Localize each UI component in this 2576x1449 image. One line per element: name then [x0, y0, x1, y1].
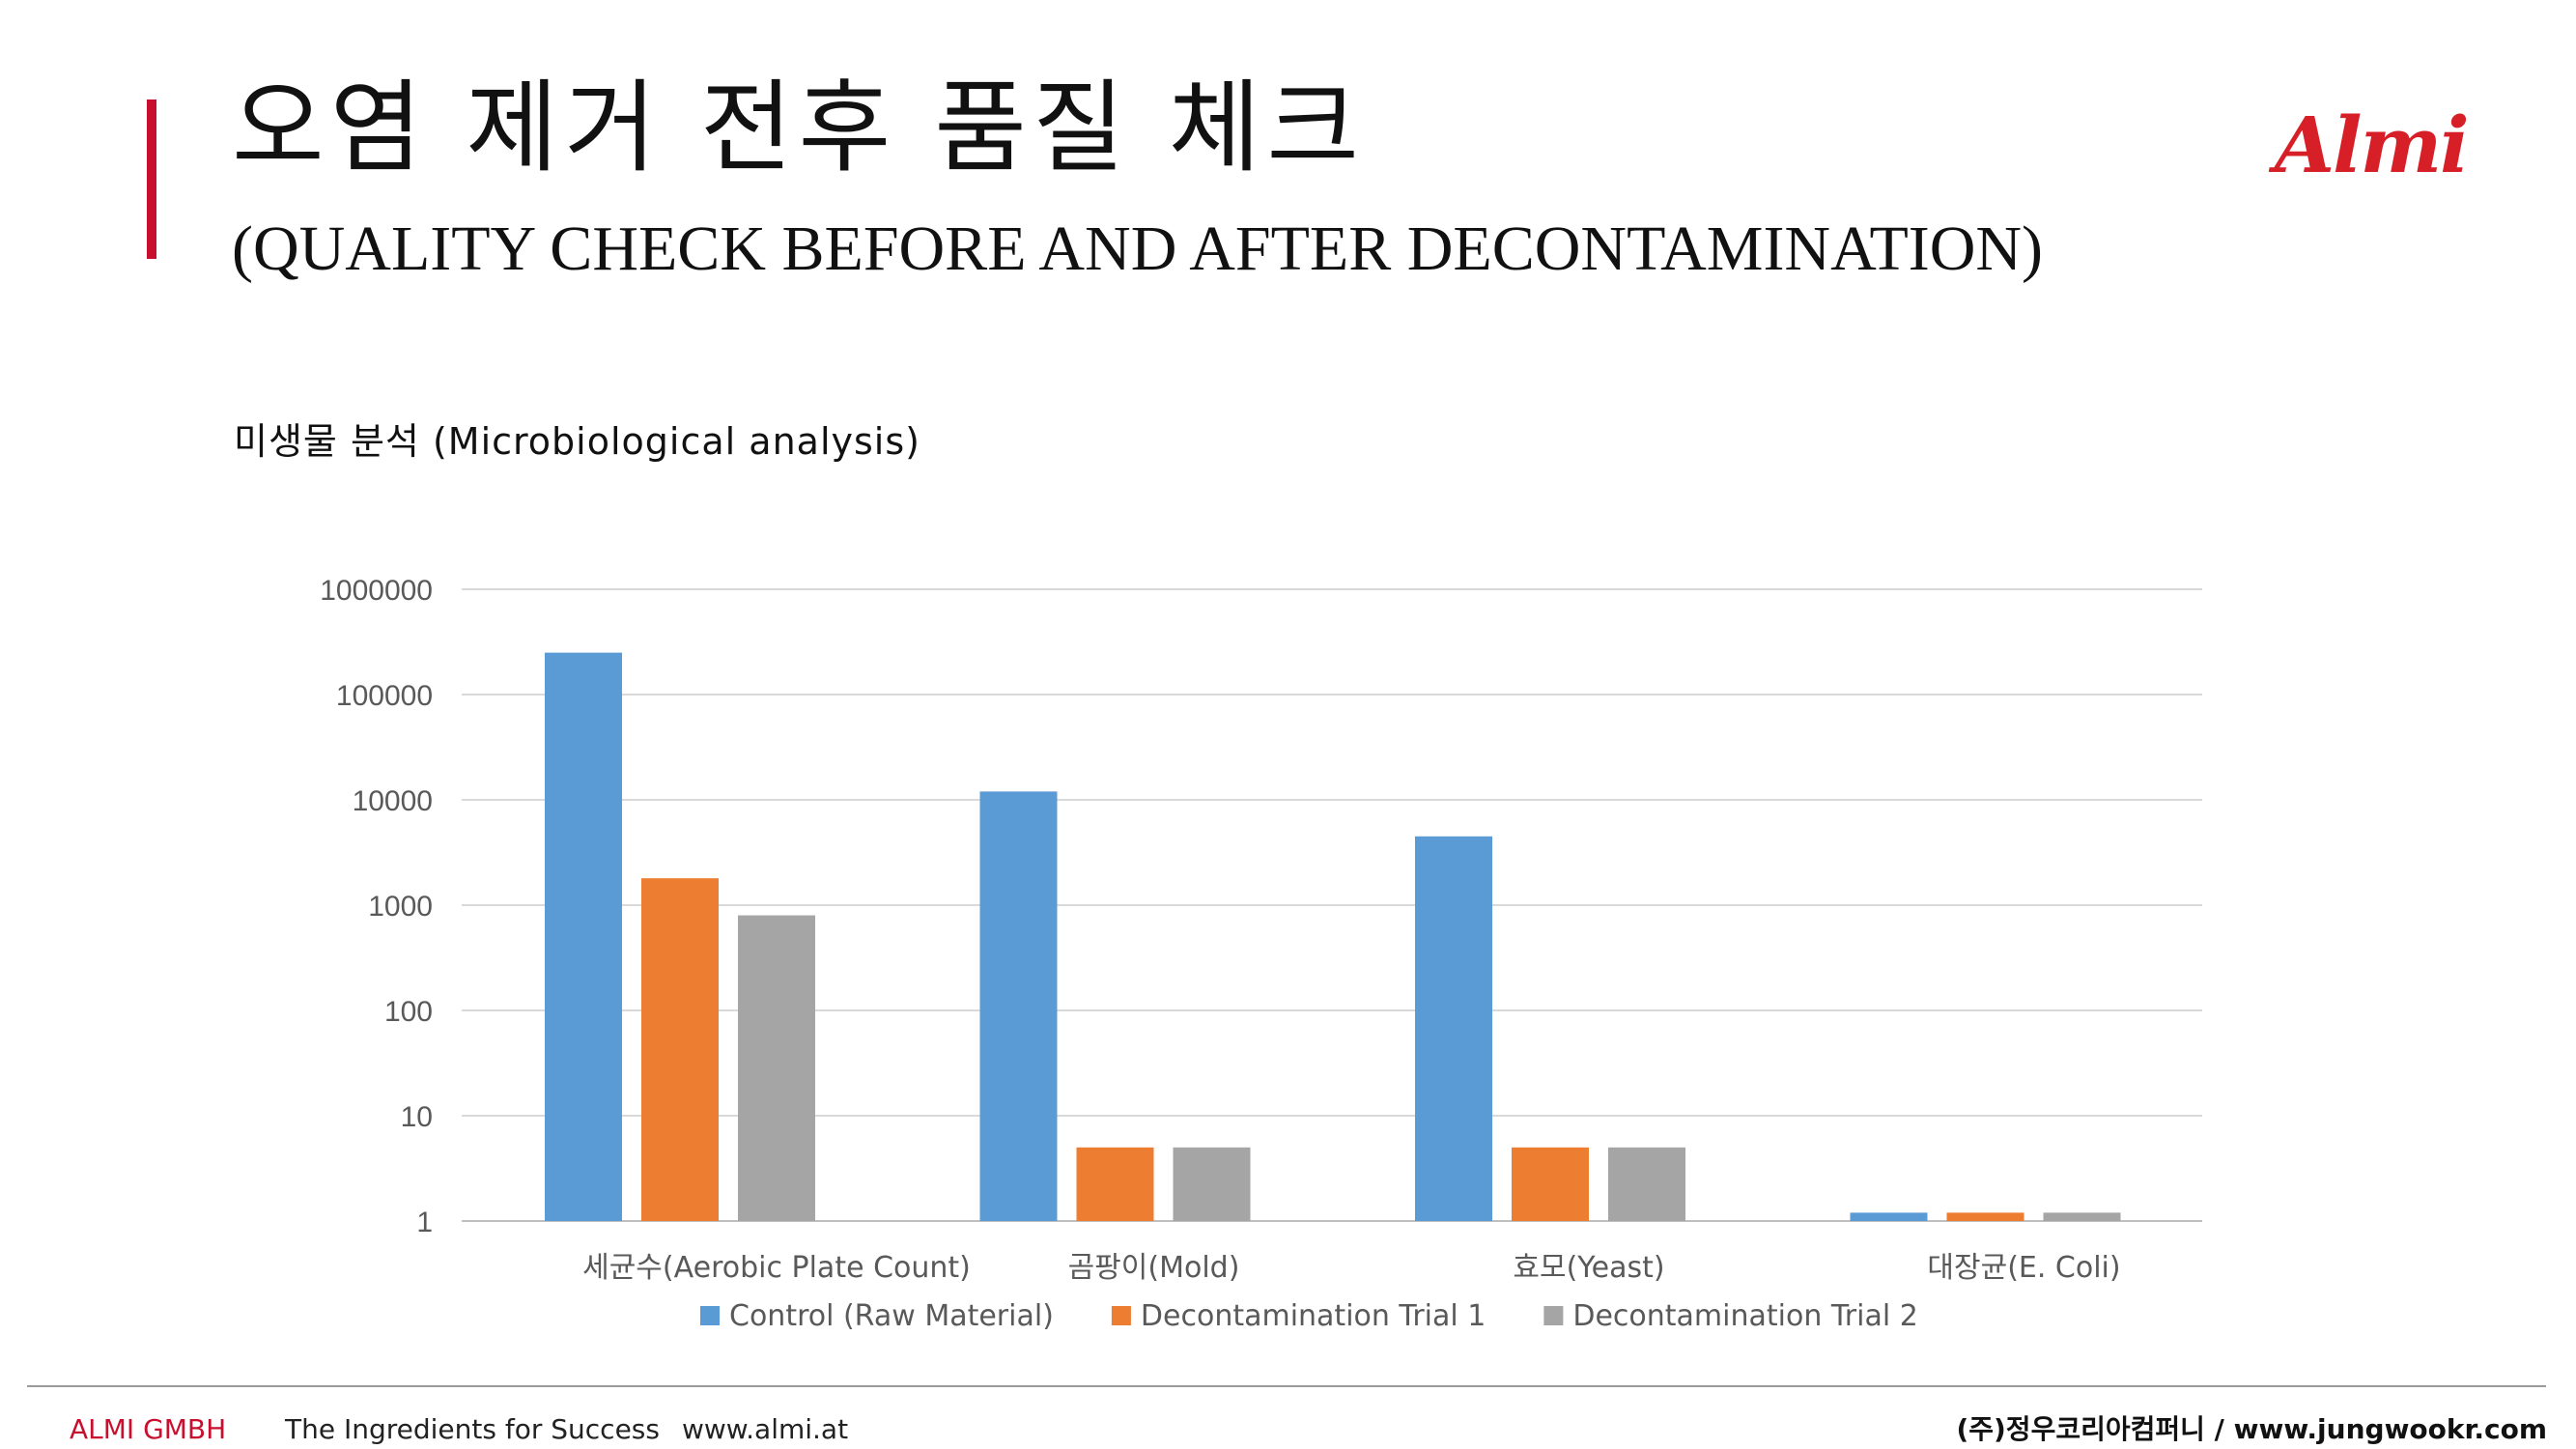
- bar: [1608, 1147, 1685, 1221]
- y-tick-label: 10000: [353, 785, 433, 817]
- page-title-korean: 오염 제거 전후 품질 체크: [232, 69, 1366, 186]
- bar: [2043, 1212, 2121, 1221]
- footer-company: ALMI GMBH: [70, 1413, 227, 1445]
- almi-logo: Almi: [2275, 99, 2469, 190]
- accent-bar: [147, 99, 156, 259]
- legend-label: Control (Raw Material): [729, 1299, 1054, 1333]
- legend-swatch: [1543, 1306, 1564, 1325]
- footer-partner: (주)정우코리아컴퍼니 / www.jungwookr.com: [1956, 1413, 2547, 1445]
- x-category-label: 세균수(Aerobic Plate Count): [582, 1251, 971, 1285]
- y-tick-label: 1000000: [320, 575, 433, 607]
- y-tick-label: 1: [416, 1207, 433, 1238]
- y-tick-label: 100: [384, 996, 433, 1028]
- footer-slogan: The Ingredients for Success: [285, 1413, 660, 1445]
- section-title: 미생물 분석 (Microbiological analysis): [234, 420, 920, 463]
- footer-url[interactable]: www.almi.at: [682, 1413, 849, 1445]
- legend-label: Decontamination Trial 1: [1141, 1299, 1486, 1333]
- footer-divider: [27, 1385, 2546, 1387]
- page-title-english: (QUALITY CHECK BEFORE AND AFTER DECONTAM…: [232, 213, 2044, 284]
- bar: [545, 652, 622, 1221]
- bar: [979, 791, 1058, 1221]
- y-tick-label: 10: [401, 1101, 433, 1133]
- legend-swatch: [1111, 1306, 1131, 1325]
- legend-label: Decontamination Trial 2: [1572, 1299, 1917, 1333]
- bar: [1173, 1147, 1251, 1221]
- bar: [1076, 1147, 1154, 1221]
- bar: [1946, 1212, 2024, 1221]
- y-tick-label: 100000: [336, 680, 433, 712]
- x-category-label: 대장균(E. Coli): [1927, 1251, 2120, 1285]
- bar: [641, 878, 719, 1221]
- bar: [1512, 1147, 1589, 1221]
- y-tick-label: 1000: [368, 891, 433, 923]
- legend-swatch: [700, 1306, 720, 1325]
- bar: [1850, 1212, 1928, 1221]
- x-category-label: 효모(Yeast): [1513, 1251, 1664, 1285]
- bar: [738, 915, 815, 1221]
- bar: [1415, 836, 1492, 1221]
- x-category-label: 곰팡이(Mold): [1068, 1251, 1240, 1285]
- bar-chart: 1000000 100000 10000 1000 100 10 1 세균수(Aerobic …: [320, 575, 2202, 1333]
